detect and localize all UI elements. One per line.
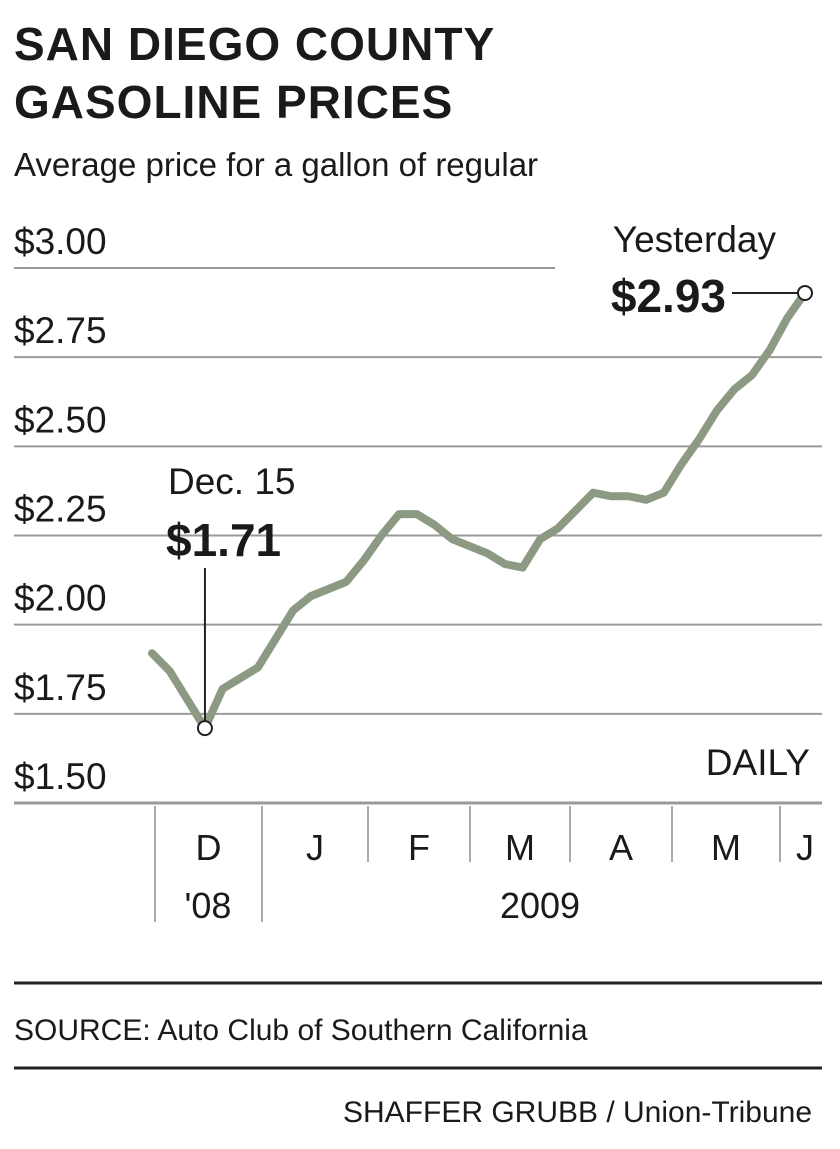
y-tick-label: $2.75 — [14, 310, 107, 351]
y-tick-label: $2.50 — [14, 399, 107, 440]
annotation-value: $1.71 — [166, 514, 281, 566]
annotation-label: Yesterday — [613, 219, 777, 260]
chart-title: SAN DIEGO COUNTY — [14, 18, 495, 70]
y-tick-label: $3.00 — [14, 221, 107, 262]
x-tick-label: M — [505, 827, 535, 868]
source: SOURCE: Auto Club of Southern California — [14, 1014, 588, 1047]
x-tick-label: J — [306, 827, 324, 868]
x-tick-label: A — [609, 827, 633, 868]
x-tick-label: D — [196, 827, 222, 868]
year-label: '08 — [185, 885, 232, 926]
y-tick-label: $1.75 — [14, 667, 107, 708]
annotation-marker — [797, 284, 813, 301]
annotation-marker — [196, 720, 213, 737]
y-tick-label: $2.00 — [14, 578, 107, 619]
credit: SHAFFER GRUBB / Union-Tribune — [343, 1096, 812, 1129]
annotation-value: $2.93 — [611, 270, 726, 322]
price-line — [148, 288, 809, 733]
y-tick-label: $1.50 — [14, 756, 107, 797]
frequency-label: DAILY — [706, 742, 810, 783]
chart-title: GASOLINE PRICES — [14, 76, 453, 128]
x-tick-label: F — [408, 827, 430, 868]
x-tick-label: M — [711, 827, 741, 868]
annotation-label: Dec. 15 — [168, 461, 296, 502]
year-label: 2009 — [500, 885, 580, 926]
chart-subtitle: Average price for a gallon of regular — [14, 146, 538, 183]
y-tick-label: $2.25 — [14, 489, 107, 530]
x-tick-label: J — [796, 827, 814, 868]
